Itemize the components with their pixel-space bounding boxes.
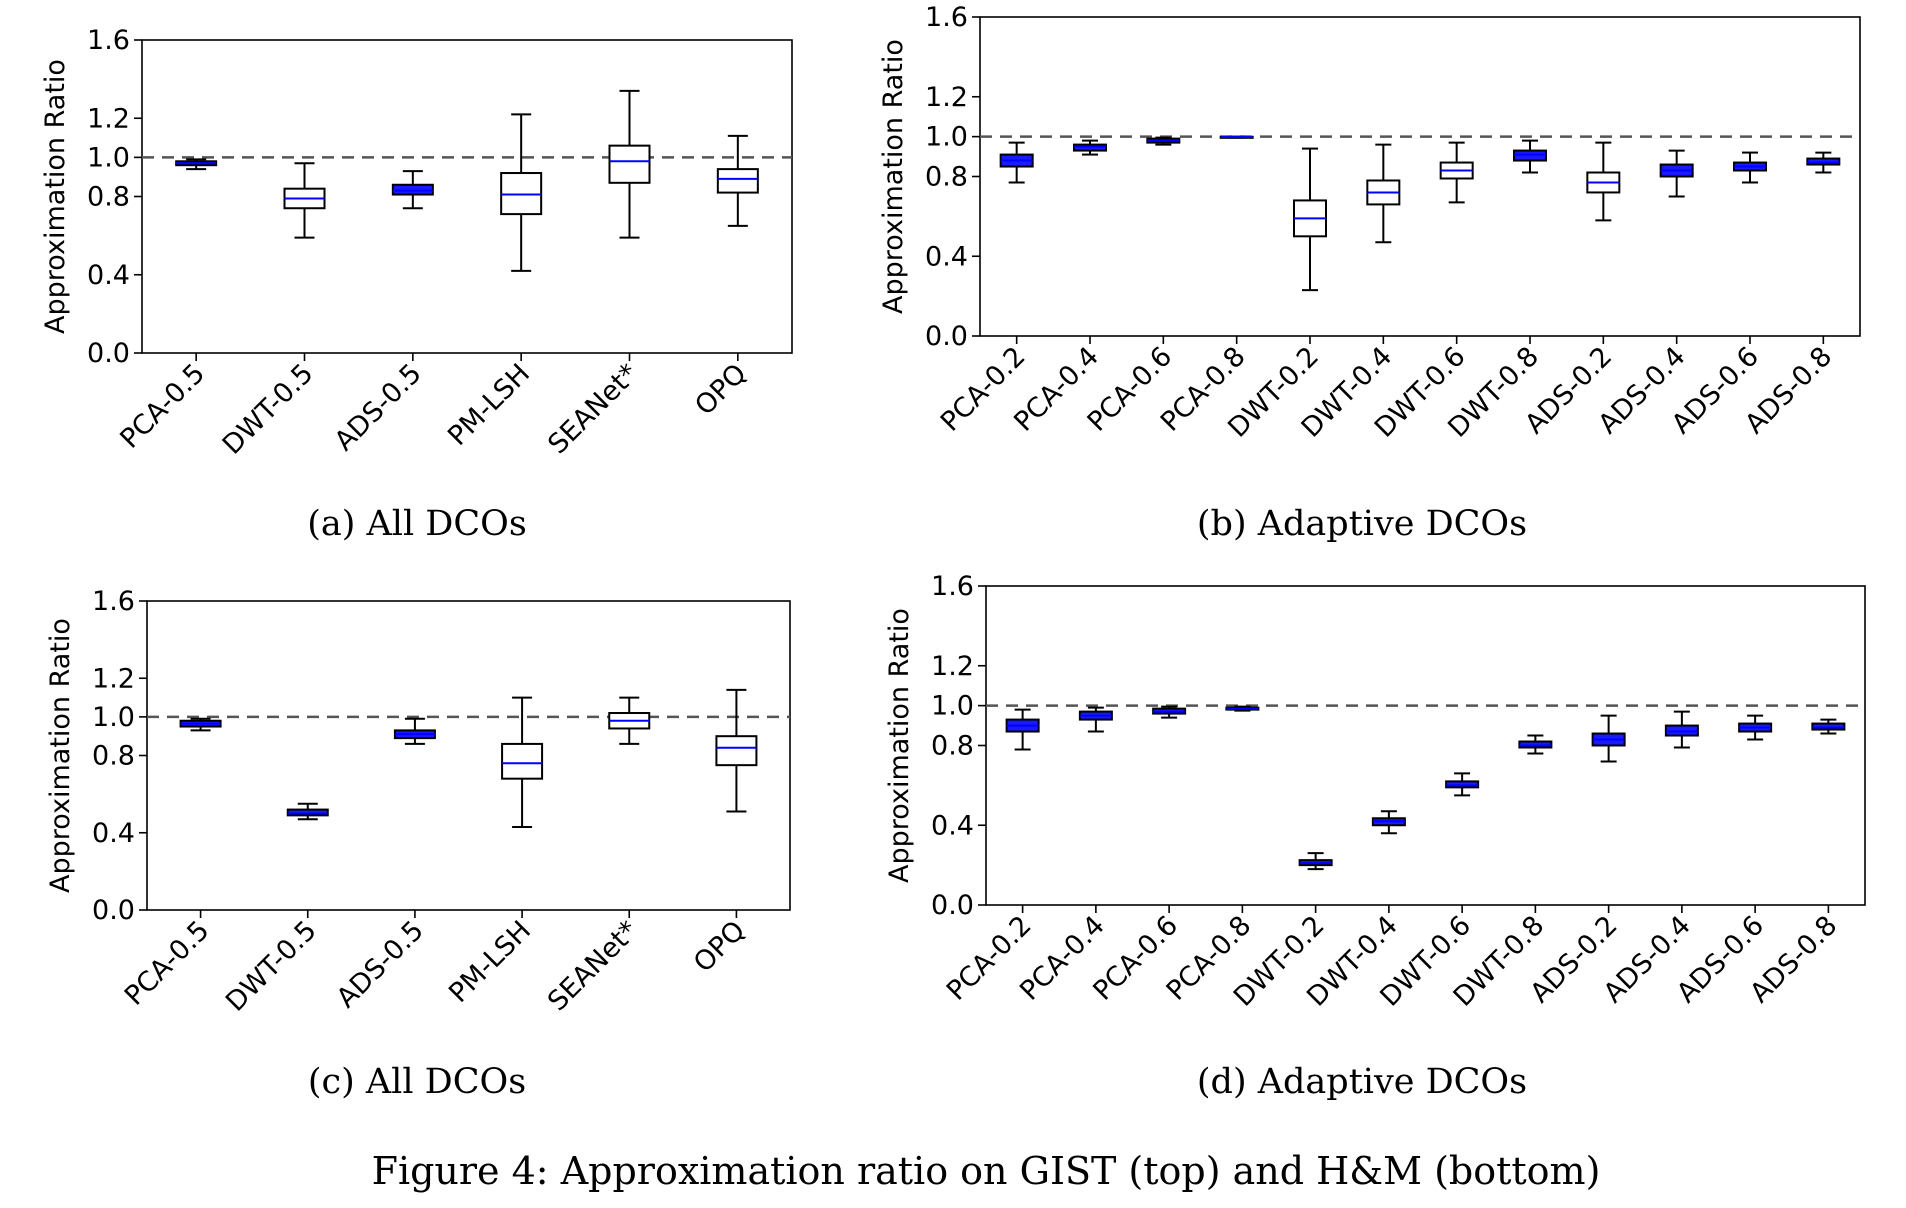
x-tick-label: OPQ	[689, 358, 752, 421]
x-tick-label: OPQ	[688, 915, 751, 978]
subcaption-b: (b) Adaptive DCOs	[1197, 504, 1527, 544]
y-tick-label: 0.8	[87, 182, 130, 213]
x-tick-label: DWT-0.5	[217, 358, 320, 461]
y-tick-label: 0.4	[925, 241, 968, 272]
box-opq	[715, 688, 758, 813]
box-pca-0-4	[1073, 139, 1107, 156]
box-dwt-0-8	[1518, 734, 1553, 755]
y-tick-label: 1.0	[925, 122, 968, 153]
y-tick-label: 1.6	[87, 25, 130, 56]
box-dwt-0-2	[1298, 852, 1333, 871]
y-tick-label: 0.0	[925, 321, 968, 352]
y-tick-label: 1.6	[92, 586, 135, 617]
y-tick-label: 1.2	[925, 82, 968, 113]
box-dwt-0-4	[1366, 143, 1401, 244]
iqr-box	[716, 168, 759, 194]
panel-c: 0.0 0.4 0.8 1.0 1.2 1.6 Approximation Ratio PCA…	[45, 586, 791, 1018]
subcaption-d: (d) Adaptive DCOs	[1197, 1062, 1527, 1102]
box-ads-0-6	[1738, 714, 1773, 741]
box-pm-lsh	[500, 113, 543, 272]
box-dwt-0-4	[1371, 810, 1406, 835]
box-pca-0-8	[1225, 705, 1260, 712]
y-tick-label: 0.4	[92, 818, 135, 849]
x-tick-label: PM-LSH	[442, 358, 536, 452]
x-tick-label: ADS-0.5	[331, 915, 430, 1014]
y-axis-label: Approximation Ratio	[884, 608, 915, 883]
y-tick-label: 1.6	[925, 2, 968, 33]
x-tick-label: ADS-0.5	[329, 358, 428, 457]
plot-frame	[141, 39, 793, 354]
plot-frame	[146, 600, 791, 911]
box-ads-0-5	[393, 717, 436, 745]
box-seanet-	[608, 696, 651, 745]
panel-a: 0.0 0.4 0.8 1.0 1.2 1.6 Approximation Ratio PCA…	[40, 25, 793, 461]
y-tick-label: 0.8	[931, 731, 974, 762]
iqr-box	[501, 742, 544, 780]
y-tick-label: 0.8	[925, 162, 968, 193]
box-ads-0-2	[1586, 141, 1621, 222]
y-tick-label: 0.4	[87, 260, 130, 291]
box-ads-0-4	[1659, 149, 1694, 198]
y-tick-label: 1.0	[931, 691, 974, 722]
box-dwt-0-5	[283, 162, 326, 239]
y-tick-label: 1.2	[931, 651, 974, 682]
box-dwt-0-5	[286, 802, 329, 821]
subcaption-a: (a) All DCOs	[307, 504, 527, 544]
plot-frame	[979, 16, 1861, 337]
y-tick-label: 1.2	[92, 663, 135, 694]
plot-frame	[985, 585, 1866, 906]
x-tick-label: PM-LSH	[443, 915, 537, 1009]
box-dwt-0-6	[1439, 141, 1474, 204]
box-opq	[716, 134, 759, 227]
y-tick-label: 0.0	[92, 895, 135, 926]
iqr-box	[715, 735, 758, 767]
box-ads-0-6	[1733, 151, 1767, 184]
y-tick-label: 1.6	[931, 571, 974, 602]
box-dwt-0-8	[1513, 139, 1547, 174]
y-axis-label: Approximation Ratio	[40, 59, 71, 334]
x-tick-label: PCA-0.5	[114, 358, 211, 455]
box-pm-lsh	[501, 696, 544, 828]
box-pca-0-6	[1146, 136, 1181, 146]
x-tick-label: DWT-0.5	[220, 915, 323, 1018]
y-tick-label: 1.2	[87, 103, 130, 134]
box-pca-0-2	[999, 141, 1034, 184]
y-tick-label: 0.0	[87, 338, 130, 369]
x-tick-label: PCA-0.5	[119, 915, 216, 1012]
box-seanet-	[608, 89, 651, 239]
box-pca-0-4	[1078, 706, 1113, 733]
box-ads-0-4	[1664, 710, 1699, 749]
y-tick-label: 0.8	[92, 741, 135, 772]
box-pca-0-2	[1005, 708, 1040, 751]
y-axis-label: Approximation Ratio	[878, 39, 909, 314]
iqr-box	[608, 144, 651, 184]
box-pca-0-5	[175, 158, 218, 171]
y-tick-label: 1.0	[92, 702, 135, 733]
box-ads-0-8	[1811, 718, 1846, 735]
y-tick-label: 0.0	[931, 890, 974, 921]
box-ads-0-2	[1591, 714, 1626, 763]
box-ads-0-5	[391, 170, 434, 210]
box-dwt-0-6	[1445, 772, 1480, 797]
y-tick-label: 1.0	[87, 142, 130, 173]
x-tick-label: SEANet*	[542, 358, 644, 460]
box-pca-0-5	[179, 717, 222, 732]
box-pca-0-8	[1219, 135, 1254, 139]
box-dwt-0-2	[1293, 147, 1327, 292]
box-ads-0-8	[1806, 151, 1841, 174]
y-axis-label: Approximation Ratio	[45, 618, 76, 893]
y-tick-label: 0.4	[931, 810, 974, 841]
subcaption-c: (c) All DCOs	[308, 1062, 526, 1102]
box-pca-0-6	[1152, 705, 1187, 719]
figure-caption: Figure 4: Approximation ratio on GIST (t…	[372, 1149, 1601, 1193]
x-tick-label: SEANet*	[542, 915, 644, 1017]
